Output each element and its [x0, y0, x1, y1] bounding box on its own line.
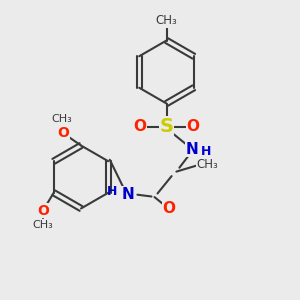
Text: CH₃: CH₃	[52, 114, 73, 124]
Text: O: O	[186, 119, 200, 134]
Text: CH₃: CH₃	[33, 220, 54, 230]
Text: H: H	[107, 185, 117, 198]
Text: O: O	[37, 204, 49, 218]
Text: CH₃: CH₃	[156, 14, 177, 28]
Text: O: O	[162, 201, 176, 216]
Text: O: O	[134, 119, 147, 134]
Text: CH₃: CH₃	[196, 158, 218, 171]
Text: H: H	[200, 145, 211, 158]
Text: N: N	[122, 187, 135, 202]
Text: O: O	[58, 126, 70, 140]
Text: N: N	[186, 142, 198, 157]
Text: S: S	[160, 117, 173, 136]
